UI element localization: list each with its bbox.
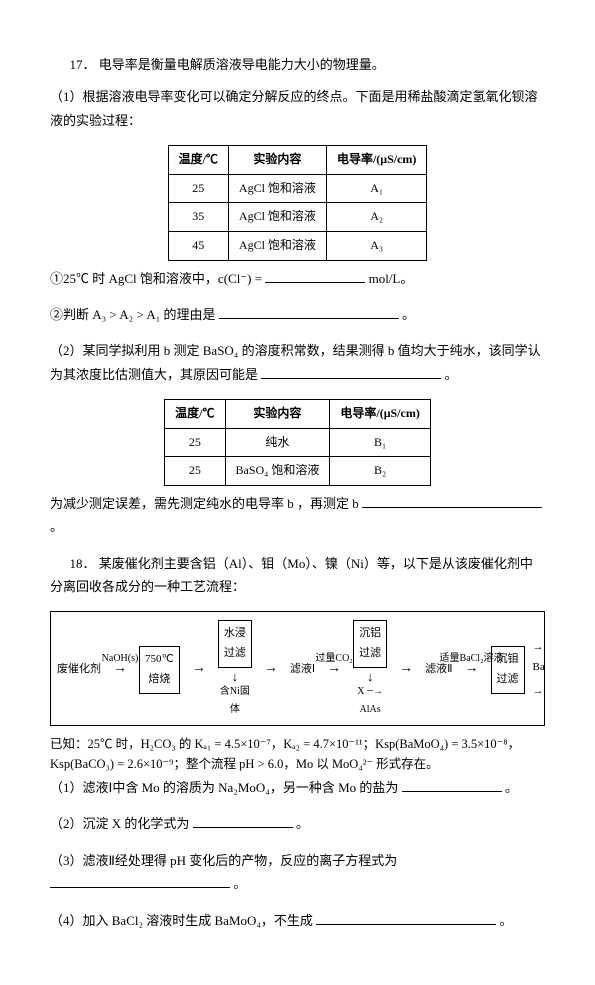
q18-p3: （3）滤液Ⅱ经处理得 pH 变化后的产物，反应的离子方程式为 。 [50, 849, 545, 896]
question-18: 18． 某废催化剂主要含铝（Al）、钼（Mo）、镍（Ni）等，以下是从该废催化剂… [50, 552, 545, 932]
col-temp: 温度/℃ [168, 146, 228, 175]
cell: A₂ [326, 203, 426, 232]
flow-leach: 水浸 过滤 [218, 620, 252, 668]
q17-p2-suffix: 。 [445, 367, 458, 382]
flow-input: 废催化剂 [57, 660, 101, 680]
q17-p3-prefix: 为减少测定误差，需先测定纯水的电导率 b ，再测定 b [50, 496, 359, 511]
q17-p1: ①25℃ 时 AgCl 饱和溶液中，c(Cl⁻) = mol/L。 [50, 267, 545, 290]
flow-out-filtrate3: 滤液Ⅲ [533, 682, 545, 702]
q17-table2: 温度/℃ 实验内容 电导率/(μS/cm) 25 纯水 B₁ 25 BaSO₄ … [164, 399, 431, 486]
flow-x-tail: ┄→ AlAs [360, 686, 383, 715]
arrow-icon [184, 660, 214, 680]
cell: 25 [165, 457, 225, 486]
cell: A₃ [326, 231, 426, 260]
flow-x-label: X ┄→ AlAs [353, 670, 387, 719]
cell: B₁ [330, 428, 430, 457]
cell: 25 [165, 428, 225, 457]
cell: 35 [168, 203, 228, 232]
q18-p4-suffix: 。 [499, 913, 512, 928]
answer-blank[interactable] [219, 305, 399, 319]
arrow-icon [256, 660, 286, 680]
flow-reagent-bacl2: 适量BaCl₂溶液 [440, 650, 504, 668]
flow-roast: 750℃ 焙烧 [139, 646, 180, 694]
answer-blank[interactable] [402, 778, 502, 792]
table-row: 45 AgCl 饱和溶液 A₃ [168, 231, 427, 260]
q17-intro-a: 电导率是衡量电解质溶液导电能力大小的物理量。 [99, 57, 385, 72]
flow-filtrate-1: 滤液Ⅰ [290, 660, 315, 680]
q18-given: 已知：25℃ 时，H₂CO₃ 的 Kₐ₁ = 4.5×10⁻⁷，Kₐ₂ = 4.… [50, 734, 545, 774]
q17-p1b-suffix: 。 [402, 307, 415, 322]
q18-flowchart: 废催化剂 NaOH(s) 750℃ 焙烧 水浸 过滤 含Ni固体 滤液Ⅰ 过量C… [50, 611, 545, 726]
arrow-icon: 适量BaCl₂溶液 [457, 660, 487, 680]
q17-p1b: ②判断 A₃ > A₂ > A₁ 的理由是 。 [50, 303, 545, 326]
cell: AgCl 饱和溶液 [228, 174, 326, 203]
q17-p3: 为减少测定误差，需先测定纯水的电导率 b ，再测定 b 。 [50, 492, 545, 539]
col-temp: 温度/℃ [165, 400, 225, 429]
flow-x: X [357, 686, 364, 697]
answer-blank[interactable] [316, 911, 496, 925]
arrow-icon: NaOH(s) [105, 660, 135, 680]
flow-precip-al: 沉铝 过滤 [353, 620, 387, 668]
flow-reagent-co2: 过量CO₂ [315, 650, 352, 668]
q18-p2-suffix: 。 [296, 816, 309, 831]
flow-out-bamoo4: BaMoO₄(s) [533, 638, 545, 678]
table-row: 25 纯水 B₁ [165, 428, 431, 457]
q17-stem: 17． 电导率是衡量电解质溶液导电能力大小的物理量。 [50, 53, 545, 76]
q18-p2: （2）沉淀 X 的化学式为 。 [50, 812, 545, 835]
flow-al-col: 沉铝 过滤 X ┄→ AlAs [353, 620, 387, 719]
flow-leach-col: 水浸 过滤 含Ni固体 [218, 620, 252, 719]
cell: A₁ [326, 174, 426, 203]
q17-p1b-prefix: ②判断 A₃ > A₂ > A₁ 的理由是 [50, 307, 216, 322]
q17-intro-b: （1）根据溶液电导率变化可以确定分解反应的终点。下面是用稀盐酸滴定氢氧化钡溶液的… [50, 85, 545, 132]
cell: AgCl 饱和溶液 [228, 203, 326, 232]
q17-p1-prefix: ①25℃ 时 AgCl 饱和溶液中，c(Cl⁻) = [50, 271, 262, 286]
q17-table1: 温度/℃ 实验内容 电导率/(μS/cm) 25 AgCl 饱和溶液 A₁ 35… [168, 145, 428, 260]
col-cond: 电导率/(μS/cm) [326, 146, 426, 175]
flow-ni-solid: 含Ni固体 [218, 670, 252, 719]
answer-blank[interactable] [193, 814, 293, 828]
table-row: 35 AgCl 饱和溶液 A₂ [168, 203, 427, 232]
cell: 25 [168, 174, 228, 203]
q18-p4: （4）加入 BaCl₂ 溶液时生成 BaMoO₄，不生成 。 [50, 909, 545, 932]
flow-reagent-naoh: NaOH(s) [102, 650, 139, 668]
col-content: 实验内容 [228, 146, 326, 175]
flow-outputs: BaMoO₄(s) 滤液Ⅲ [533, 638, 545, 701]
arrow-icon [391, 660, 421, 680]
q18-p1-suffix: 。 [505, 780, 518, 795]
cell: 45 [168, 231, 228, 260]
table-row: 25 AgCl 饱和溶液 A₁ [168, 174, 427, 203]
answer-blank[interactable] [261, 365, 441, 379]
q17-p1-suffix: mol/L。 [369, 271, 414, 286]
col-cond: 电导率/(μS/cm) [330, 400, 430, 429]
arrow-icon: 过量CO₂ [319, 660, 349, 680]
table-row: 25 BaSO₄ 饱和溶液 B₂ [165, 457, 431, 486]
q17-p2: （2）某同学拟利用 b 测定 BaSO₄ 的溶度积常数，结果测得 b 值均大于纯… [50, 339, 545, 386]
q18-number: 18． [70, 556, 96, 571]
q18-p1: （1）滤液Ⅰ中含 Mo 的溶质为 Na₂MoO₄，另一种含 Mo 的盐为 。 [50, 776, 545, 799]
cell: BaSO₄ 饱和溶液 [225, 457, 330, 486]
table-row: 温度/℃ 实验内容 电导率/(μS/cm) [165, 400, 431, 429]
cell: B₂ [330, 457, 430, 486]
answer-blank[interactable] [50, 874, 230, 888]
cell: 纯水 [225, 428, 330, 457]
q18-p3-prefix: （3）滤液Ⅱ经处理得 pH 变化后的产物，反应的离子方程式为 [50, 853, 397, 868]
q18-p2-prefix: （2）沉淀 X 的化学式为 [50, 816, 189, 831]
answer-blank[interactable] [362, 494, 542, 508]
q18-p3-suffix: 。 [233, 876, 246, 891]
question-17: 17． 电导率是衡量电解质溶液导电能力大小的物理量。 （1）根据溶液电导率变化可… [50, 53, 545, 539]
answer-blank[interactable] [265, 269, 365, 283]
q18-p4-prefix: （4）加入 BaCl₂ 溶液时生成 BaMoO₄，不生成 [50, 913, 313, 928]
q17-p3-suffix: 。 [50, 519, 63, 534]
q17-number: 17． [70, 57, 96, 72]
table-row: 温度/℃ 实验内容 电导率/(μS/cm) [168, 146, 427, 175]
q18-p1-prefix: （1）滤液Ⅰ中含 Mo 的溶质为 Na₂MoO₄，另一种含 Mo 的盐为 [50, 780, 398, 795]
col-content: 实验内容 [225, 400, 330, 429]
cell: AgCl 饱和溶液 [228, 231, 326, 260]
q18-intro: 某废催化剂主要含铝（Al）、钼（Mo）、镍（Ni）等，以下是从该废催化剂中分离回… [50, 556, 533, 594]
q18-stem: 18． 某废催化剂主要含铝（Al）、钼（Mo）、镍（Ni）等，以下是从该废催化剂… [50, 552, 545, 599]
